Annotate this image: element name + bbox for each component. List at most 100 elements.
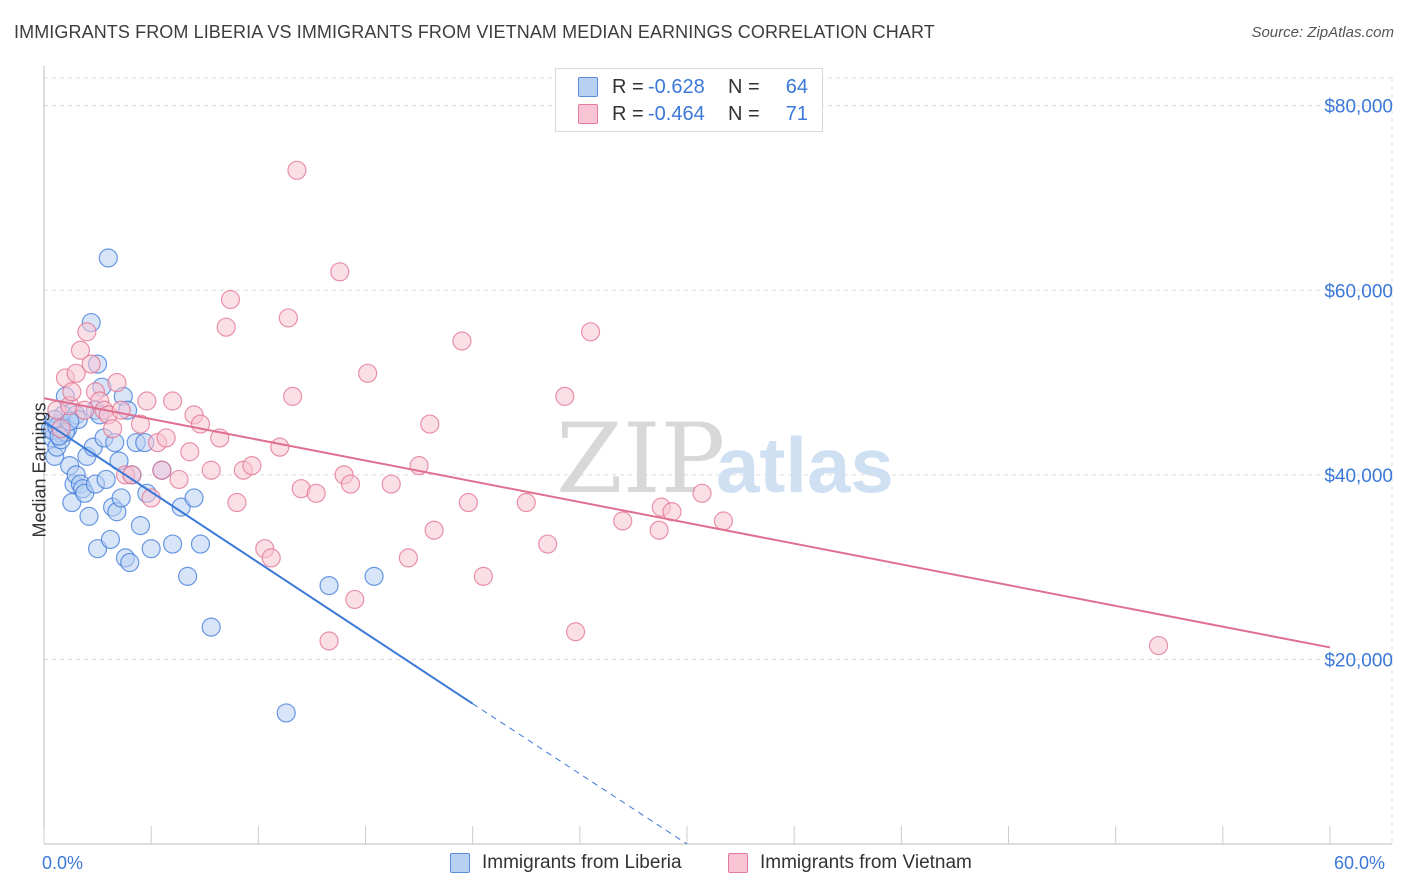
vietnam-point [81, 354, 101, 374]
liberia-point [87, 539, 108, 559]
vietnam-point [330, 262, 350, 282]
vietnam-point [458, 492, 478, 513]
vietnam-point [122, 465, 142, 485]
legend-row-liberia: R = -0.628 N = 64 [578, 75, 808, 99]
r-label: R = [612, 75, 644, 98]
vietnam-point [62, 382, 82, 402]
liberia-point [190, 534, 211, 554]
vietnam-point [270, 437, 290, 457]
vietnam-point [381, 474, 401, 494]
liberia-point [98, 248, 118, 268]
x-min-label: 0.0% [42, 853, 84, 873]
r-label: R = [612, 102, 644, 125]
vietnam-point [713, 511, 734, 531]
vietnam-trend-line [43, 397, 1331, 649]
liberia-point [96, 469, 116, 490]
vietnam-point [287, 160, 307, 180]
liberia-point [141, 539, 161, 559]
vietnam-point [580, 322, 601, 342]
liberia-point [100, 529, 121, 550]
vietnam-point [358, 363, 378, 383]
bottom-legend-liberia[interactable]: Immigrants from Liberia [450, 852, 682, 874]
correlation-legend: R = -0.628 N = 64 R = -0.464 N = 71 [555, 68, 823, 132]
trend-lines [43, 397, 1331, 845]
vietnam-point [163, 391, 183, 411]
vietnam-point [216, 317, 236, 337]
vietnam-point [51, 419, 71, 439]
vietnam-point [130, 414, 151, 434]
vietnam-point [398, 548, 418, 568]
vietnam-point [107, 372, 127, 393]
vietnam-point [452, 331, 472, 351]
y-tick-label: $80,000 [1324, 97, 1393, 118]
y-tick-label: $60,000 [1324, 281, 1393, 302]
y-tick-labels: $80,000 $60,000 $40,000 $20,000 [1324, 97, 1393, 672]
vietnam-point [227, 492, 247, 513]
vietnam-point [420, 414, 440, 434]
vietnam-point [649, 520, 669, 540]
liberia-point [184, 488, 204, 508]
x-max-label: 60.0% [1334, 853, 1386, 873]
vietnam-point [261, 548, 281, 568]
vietnam-r-value: -0.464 [648, 102, 705, 125]
vietnam-point [319, 631, 339, 651]
vietnam-swatch [578, 104, 598, 124]
vietnam-point [180, 442, 200, 462]
liberia-point [130, 516, 151, 536]
liberia-point [178, 566, 198, 586]
liberia-point [79, 506, 99, 526]
vietnam-point [473, 566, 493, 586]
n-label: N = [728, 75, 760, 98]
vietnam-legend-label: Immigrants from Vietnam [760, 852, 972, 873]
liberia-point [276, 703, 296, 723]
vietnam-point [156, 428, 176, 448]
n-label: N = [728, 102, 760, 125]
vietnam-point [201, 460, 221, 480]
vietnam-point [111, 400, 131, 420]
liberia-point [171, 497, 191, 517]
liberia-point [163, 534, 183, 554]
liberia-trend-extension [472, 703, 688, 845]
y-axis-label: Median Earnings [29, 402, 50, 538]
liberia-point [120, 552, 140, 573]
liberia-point [111, 488, 131, 508]
axes [43, 66, 1392, 845]
liberia-point [62, 492, 82, 513]
vietnam-point [613, 511, 633, 531]
liberia-point [201, 617, 221, 637]
vietnam-n-value: 71 [785, 102, 808, 125]
watermark-atlas: atlas [716, 421, 894, 509]
vietnam-point [340, 474, 361, 494]
data-points [40, 160, 1169, 723]
liberia-trend-line [43, 420, 474, 705]
liberia-legend-swatch [450, 853, 470, 873]
liberia-swatch [578, 77, 598, 97]
liberia-point [364, 566, 384, 586]
vietnam-point [565, 622, 586, 642]
vietnam-point [152, 460, 172, 480]
vietnam-point [1148, 635, 1169, 656]
vietnam-point [169, 469, 189, 490]
watermark: ZIP atlas [556, 403, 894, 515]
vietnam-point [278, 308, 298, 328]
vietnam-point [70, 340, 91, 360]
vietnam-point [345, 589, 365, 610]
vietnam-point [283, 386, 303, 406]
y-tick-label: $20,000 [1324, 650, 1393, 671]
bottom-legend-vietnam[interactable]: Immigrants from Vietnam [728, 852, 972, 874]
vietnam-point [516, 492, 536, 513]
liberia-legend-label: Immigrants from Liberia [482, 852, 682, 873]
vietnam-point [77, 322, 97, 342]
vietnam-point [220, 289, 241, 310]
vietnam-point [66, 363, 86, 383]
liberia-point [319, 575, 339, 596]
liberia-n-value: 64 [785, 75, 808, 98]
chart-title: IMMIGRANTS FROM LIBERIA VS IMMIGRANTS FR… [14, 22, 935, 42]
y-tick-label: $40,000 [1324, 466, 1393, 487]
vietnam-legend-swatch [728, 853, 748, 873]
legend-row-vietnam: R = -0.464 N = 71 [578, 102, 808, 126]
vietnam-point [424, 520, 444, 540]
vietnam-point [555, 386, 575, 406]
vietnam-point [102, 419, 123, 439]
